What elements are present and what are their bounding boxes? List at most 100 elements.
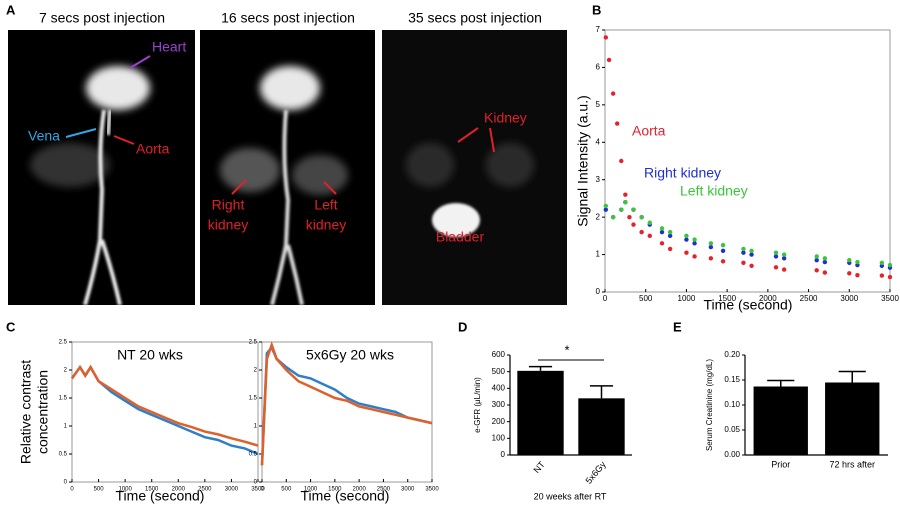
arrow xyxy=(323,181,337,195)
point xyxy=(623,199,628,205)
y-tick-label: 400 xyxy=(492,383,506,392)
annotation: Aorta xyxy=(136,141,170,157)
x-tick-label: 1000 xyxy=(678,294,696,303)
point xyxy=(887,274,893,280)
point xyxy=(822,256,828,261)
x-tick-label: 3000 xyxy=(401,487,415,493)
series-line xyxy=(260,340,433,466)
series-label: Left kidney xyxy=(680,183,748,199)
y-tick-label: 0.15 xyxy=(724,375,740,384)
y-tick-label: 5 xyxy=(596,100,601,109)
series-label: Right kidney xyxy=(644,165,721,181)
y-tick-label: 2 xyxy=(254,368,258,374)
annotation: Left xyxy=(314,197,337,213)
chart-title: 5x6Gy 20 wks xyxy=(306,347,394,363)
heart-signal xyxy=(86,66,150,110)
point xyxy=(603,203,609,209)
y-tick-label: 2.5 xyxy=(59,340,68,346)
point xyxy=(749,248,754,254)
x-tick-label: 500 xyxy=(639,294,653,303)
y-tick-label: 0.5 xyxy=(59,452,68,458)
panel-label: E xyxy=(673,319,682,334)
bar xyxy=(825,382,880,455)
y-tick-label: 4 xyxy=(596,137,601,146)
x-tick-label: 1000 xyxy=(304,487,318,493)
annotation: * xyxy=(564,342,569,357)
x-tick-label: 2500 xyxy=(377,487,391,493)
point xyxy=(667,246,673,252)
point xyxy=(610,91,616,96)
point xyxy=(822,259,828,265)
vessel xyxy=(83,109,122,306)
point xyxy=(708,244,714,250)
point xyxy=(603,35,609,40)
arrow xyxy=(113,135,135,145)
vessel xyxy=(270,109,304,306)
point xyxy=(855,259,860,265)
x-tick-label: 1500 xyxy=(718,294,736,303)
x-tick-label: 1500 xyxy=(328,487,342,493)
x-axis-label: Time (second) xyxy=(704,297,793,313)
y-tick-label: 0 xyxy=(254,480,258,486)
kidney-signal xyxy=(292,155,348,195)
point xyxy=(692,241,697,246)
y-axis-label: concentration xyxy=(35,370,51,454)
point xyxy=(708,241,714,246)
point xyxy=(847,257,852,263)
point xyxy=(781,267,787,272)
point xyxy=(814,254,819,259)
panel-label: B xyxy=(592,2,601,17)
point xyxy=(879,273,885,278)
point xyxy=(720,248,726,254)
x-axis-label: 20 weeks after RT xyxy=(534,491,607,501)
point xyxy=(773,265,779,270)
plot-frame xyxy=(261,341,433,483)
heart-signal xyxy=(260,66,320,110)
x-tick-label: 500 xyxy=(94,487,105,493)
bladder-signal xyxy=(432,203,480,237)
y-tick-label: 6 xyxy=(596,63,601,72)
annotation: Vena xyxy=(28,128,60,144)
y-tick-label: 600 xyxy=(492,350,506,359)
y-tick-label: 2 xyxy=(596,212,601,221)
y-tick-label: 1 xyxy=(254,424,258,430)
kidney-signal xyxy=(406,143,454,187)
point xyxy=(659,226,665,231)
x-axis-label: Time (second) xyxy=(116,488,205,504)
point xyxy=(684,233,689,239)
point xyxy=(814,257,819,263)
kidney-signal xyxy=(220,148,280,192)
annotation: Right xyxy=(212,197,245,213)
vessel xyxy=(106,109,112,136)
y-tick-label: 0.00 xyxy=(724,450,740,459)
arrow xyxy=(457,127,479,143)
point xyxy=(749,263,754,268)
point xyxy=(647,220,652,225)
y-axis-label: Serum Creatinine (mg/dL) xyxy=(705,359,714,451)
arrow xyxy=(231,179,247,195)
point xyxy=(720,259,726,264)
panel-label: C xyxy=(6,319,16,334)
annotation: kidney xyxy=(306,217,346,233)
y-axis-label: e-GFR (μL/min) xyxy=(473,377,482,433)
point xyxy=(631,222,636,227)
series-line xyxy=(70,364,259,447)
y-tick-label: 500 xyxy=(492,367,506,376)
point xyxy=(610,214,616,220)
point xyxy=(615,121,620,126)
annotation: Bladder xyxy=(436,229,485,245)
x-tick-label: 2000 xyxy=(172,487,186,493)
y-tick-label: 0 xyxy=(64,480,68,486)
y-tick-label: 1.5 xyxy=(59,396,68,402)
y-tick-label: 0 xyxy=(596,287,601,296)
y-tick-label: 0.10 xyxy=(724,400,740,409)
y-tick-label: 0.05 xyxy=(724,425,740,434)
y-tick-label: 1 xyxy=(596,250,601,259)
y-tick-label: 1.5 xyxy=(249,396,258,402)
y-tick-label: 0 xyxy=(501,450,506,459)
arrow xyxy=(489,127,495,153)
y-tick-label: 2 xyxy=(64,368,68,374)
x-tick-label: 2500 xyxy=(800,294,818,303)
point xyxy=(887,262,893,268)
